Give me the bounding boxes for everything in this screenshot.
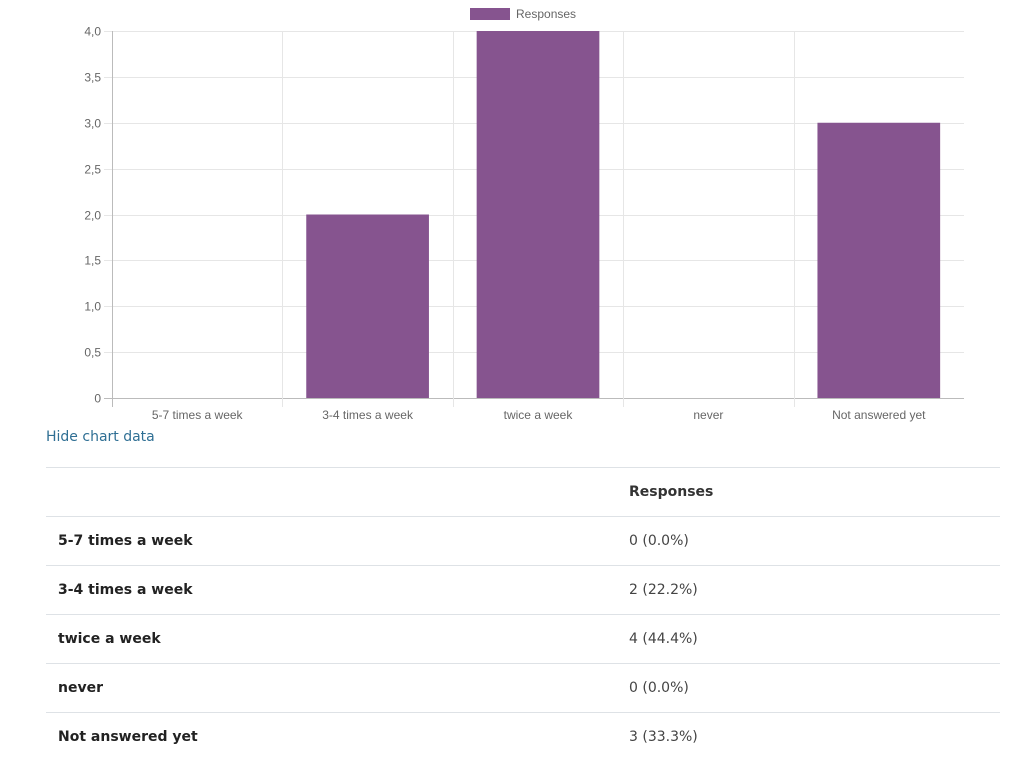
y-tick-label: 1,0 (84, 300, 101, 314)
legend-swatch[interactable] (470, 8, 510, 20)
bar-chart: 0 0,5 1,0 1,5 2,0 2,5 3,0 3,5 4,0 5-7 times a wee… (84, 7, 964, 423)
y-tick-label: 4,0 (84, 25, 101, 39)
table-row-value: 2 (22.2%) (617, 565, 1000, 615)
table-header-responses: Responses (617, 467, 1000, 517)
chart-data-table: Responses 5-7 times a week 0 (0.0%) 3-4 … (46, 467, 1000, 761)
table-row-value: 0 (0.0%) (617, 663, 1000, 713)
chart-axes: 0 0,5 1,0 1,5 2,0 2,5 3,0 3,5 4,0 5-7 times a wee… (84, 25, 926, 423)
y-tick-label: 3,0 (84, 117, 101, 131)
table-row: twice a week 4 (44.4%) (46, 614, 1000, 664)
table-row-label: 3-4 times a week (46, 565, 617, 615)
table-header-corner (46, 467, 617, 517)
y-tick-label: 0 (94, 392, 101, 406)
table-header-row: Responses (46, 467, 1000, 517)
table-row: 3-4 times a week 2 (22.2%) (46, 565, 1000, 615)
x-tick-label: never (693, 408, 723, 422)
table-row-value: 3 (33.3%) (617, 712, 1000, 761)
table-row-label: twice a week (46, 614, 617, 664)
bar (817, 122, 941, 398)
bar (476, 31, 600, 398)
chart-legend[interactable]: Responses (470, 7, 576, 21)
table-row-label: never (46, 663, 617, 713)
table-row-label: 5-7 times a week (46, 516, 617, 566)
y-tick-label: 0,5 (84, 346, 101, 360)
table-row-label: Not answered yet (46, 712, 617, 761)
legend-label[interactable]: Responses (516, 7, 576, 21)
y-tick-label: 1,5 (84, 254, 101, 268)
bar (306, 214, 429, 398)
y-tick-label: 3,5 (84, 71, 101, 85)
table-row: Not answered yet 3 (33.3%) (46, 712, 1000, 761)
table-row: 5-7 times a week 0 (0.0%) (46, 516, 1000, 566)
y-tick-label: 2,0 (84, 209, 101, 223)
table-row: never 0 (0.0%) (46, 663, 1000, 713)
x-tick-label: Not answered yet (832, 408, 926, 422)
x-tick-label: twice a week (504, 408, 574, 422)
hide-chart-data-link[interactable]: Hide chart data (46, 429, 155, 445)
y-tick-label: 2,5 (84, 163, 101, 177)
x-tick-label: 3-4 times a week (322, 408, 414, 422)
chart-bars (306, 31, 941, 398)
table-row-value: 0 (0.0%) (617, 516, 1000, 566)
x-tick-label: 5-7 times a week (152, 408, 244, 422)
table-row-value: 4 (44.4%) (617, 614, 1000, 664)
